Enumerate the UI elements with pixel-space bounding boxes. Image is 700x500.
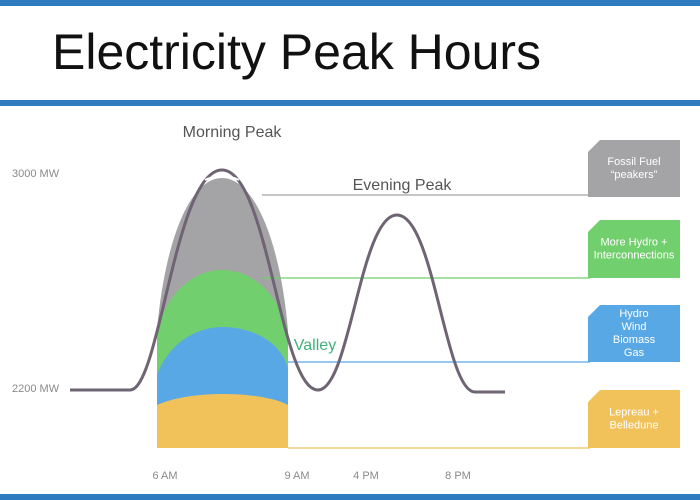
title: Electricity Peak Hours bbox=[52, 24, 541, 80]
source-label: More Hydro + bbox=[601, 236, 668, 248]
x-label: 9 AM bbox=[284, 470, 309, 482]
layers bbox=[157, 178, 288, 448]
bottom-bar bbox=[0, 494, 700, 500]
source-label: Biomass bbox=[613, 334, 656, 346]
x-label: 8 PM bbox=[445, 470, 471, 482]
annotation: Evening Peak bbox=[353, 177, 453, 194]
top-bar bbox=[0, 0, 700, 6]
source-box bbox=[588, 305, 680, 362]
guides bbox=[262, 194, 590, 449]
annotation: Morning Peak bbox=[183, 124, 283, 141]
title-rule bbox=[0, 100, 700, 106]
source-box bbox=[588, 140, 680, 197]
demand-curve bbox=[70, 168, 505, 394]
source-label: Gas bbox=[624, 347, 645, 359]
annotation: Valley bbox=[294, 337, 336, 354]
source-label: Lepreau + bbox=[609, 406, 659, 418]
x-label: 6 AM bbox=[152, 470, 177, 482]
curve-highlight bbox=[204, 175, 240, 181]
source-label: Wind bbox=[621, 321, 646, 333]
y-label: 2200 MW bbox=[12, 383, 60, 395]
y-label: 3000 MW bbox=[12, 168, 60, 180]
source-label: Hydro bbox=[619, 308, 648, 320]
base-layer bbox=[157, 394, 288, 448]
x-label: 4 PM bbox=[353, 470, 379, 482]
source-label: Fossil Fuel bbox=[607, 156, 660, 168]
source-box bbox=[588, 220, 680, 278]
source-boxes bbox=[588, 140, 680, 448]
source-label: “peakers” bbox=[611, 169, 658, 181]
source-box bbox=[588, 390, 680, 448]
source-label: Belledune bbox=[610, 419, 659, 431]
source-label: Interconnections bbox=[594, 249, 675, 261]
